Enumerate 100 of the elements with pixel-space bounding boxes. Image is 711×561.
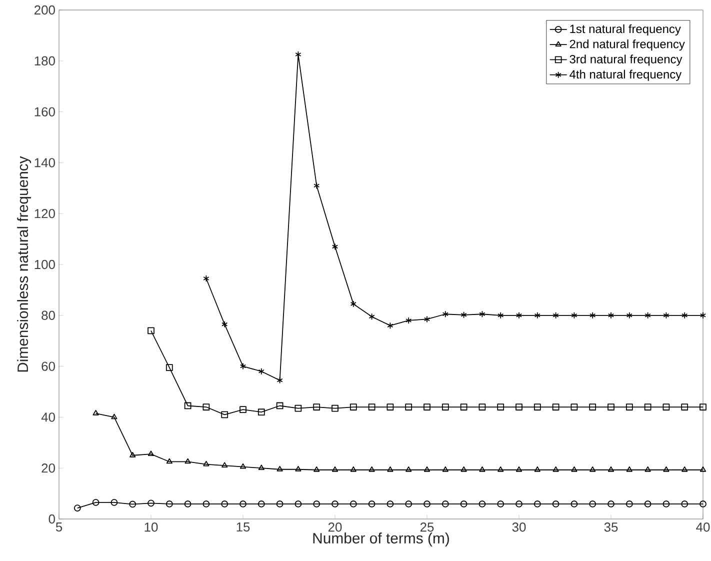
y-tick-label: 200 — [34, 5, 55, 15]
point — [111, 414, 118, 420]
point — [240, 463, 246, 469]
point — [608, 466, 614, 472]
point — [203, 460, 210, 466]
point — [663, 466, 670, 472]
point — [626, 466, 632, 472]
point — [424, 316, 430, 323]
point — [498, 312, 504, 319]
point — [534, 312, 540, 319]
x-tick-label: 30 — [512, 522, 526, 532]
point — [571, 466, 578, 472]
point — [387, 322, 394, 330]
point — [552, 312, 559, 319]
point — [276, 500, 284, 508]
point — [424, 404, 430, 410]
point — [552, 466, 559, 472]
legend-label: 3rd natural frequency — [570, 54, 682, 66]
point — [332, 404, 338, 412]
point — [460, 500, 468, 508]
x-tick-label: 35 — [604, 522, 618, 532]
point — [184, 402, 192, 410]
point — [608, 500, 614, 508]
point — [368, 404, 376, 410]
y-tick-label: 120 — [34, 209, 55, 218]
point — [460, 311, 467, 318]
point — [294, 500, 302, 508]
x-tick-label: 10 — [144, 522, 158, 532]
point — [516, 404, 522, 410]
point — [590, 312, 596, 319]
point — [516, 312, 522, 319]
point — [184, 458, 191, 464]
point — [460, 404, 468, 410]
point — [203, 275, 210, 282]
point — [166, 364, 173, 372]
y-tick-label: 60 — [42, 362, 55, 371]
point — [570, 404, 578, 410]
point — [166, 500, 173, 508]
legend-label: 4th natural frequency — [570, 70, 682, 81]
y-tick-label: 160 — [34, 107, 55, 116]
point — [350, 404, 357, 410]
y-tick-label: 100 — [34, 260, 55, 270]
point — [221, 411, 228, 418]
point — [700, 500, 706, 508]
point — [332, 466, 338, 472]
point — [184, 500, 192, 508]
point — [222, 462, 228, 468]
point — [534, 466, 540, 472]
y-tick-label: 180 — [34, 56, 55, 66]
point — [608, 404, 614, 410]
point — [589, 500, 596, 508]
point — [314, 466, 320, 472]
point — [626, 500, 633, 508]
point — [386, 500, 394, 508]
point — [424, 500, 430, 508]
point — [442, 500, 449, 508]
point — [222, 320, 228, 328]
point — [570, 500, 578, 508]
point — [442, 466, 448, 472]
y-axis-title: Dimensionless natural frequency — [17, 156, 32, 372]
point — [258, 368, 264, 375]
point — [166, 458, 172, 464]
y-tick-label: 0 — [48, 514, 55, 524]
point — [644, 500, 652, 508]
point — [240, 362, 246, 370]
point — [240, 500, 246, 508]
point — [350, 300, 356, 308]
point — [129, 500, 136, 508]
point — [516, 466, 522, 472]
point — [590, 466, 596, 472]
y-tick-label: 140 — [34, 158, 55, 168]
point — [644, 312, 651, 319]
x-tick-label: 25 — [420, 522, 434, 532]
point — [74, 504, 81, 512]
point — [442, 310, 448, 318]
point — [276, 402, 284, 410]
point — [479, 466, 486, 472]
point — [92, 410, 99, 416]
point — [202, 404, 210, 410]
point — [386, 404, 394, 410]
legend-label: 1st natural frequency — [570, 24, 681, 36]
point — [92, 499, 100, 506]
point — [350, 466, 356, 472]
point — [644, 404, 652, 410]
y-tick-label: 40 — [41, 412, 55, 422]
point — [626, 312, 632, 319]
point — [571, 312, 578, 319]
point — [589, 404, 596, 410]
point — [479, 310, 486, 318]
point — [682, 466, 688, 472]
point — [681, 404, 688, 410]
x-tick-label: 15 — [236, 522, 250, 532]
point — [478, 500, 486, 508]
point — [130, 452, 136, 458]
point — [700, 312, 706, 319]
point — [681, 500, 688, 508]
point — [294, 404, 302, 412]
point — [682, 312, 688, 319]
point — [534, 500, 541, 508]
point — [626, 404, 633, 410]
